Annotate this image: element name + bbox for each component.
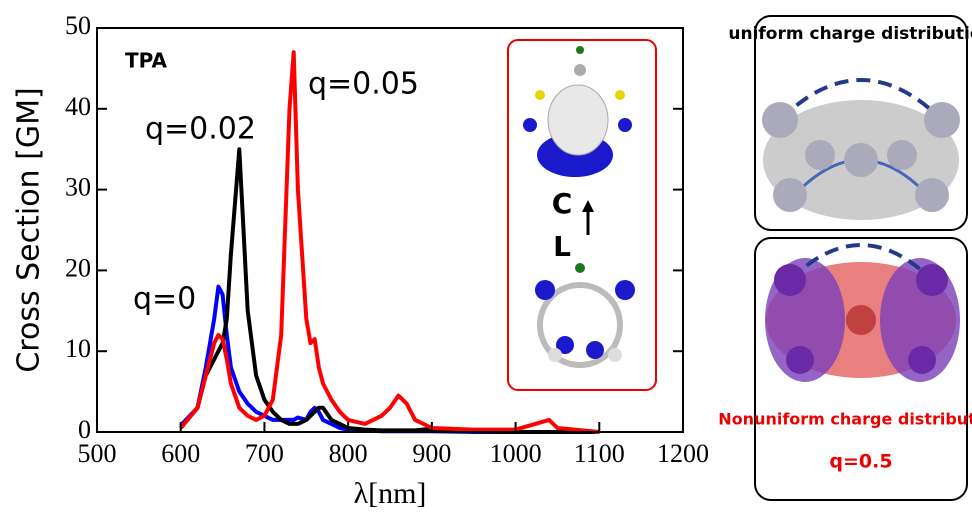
panel-uniform — [754, 15, 968, 231]
series-label: q=0.05 — [308, 67, 419, 102]
y-tick-label: 30 — [65, 173, 91, 202]
series-line — [179, 50, 600, 434]
y-tick-label: 0 — [78, 415, 91, 444]
panel-label: TPA — [125, 49, 167, 73]
y-tick-label: 20 — [65, 253, 91, 282]
series-label: q=0.02 — [145, 112, 256, 147]
panel-q: q=0.5 — [829, 451, 892, 473]
panel-title: uniform charge distribution — [728, 24, 972, 44]
y-axis-label: Cross Section [GM] — [12, 87, 47, 372]
x-tick-label: 800 — [329, 439, 368, 468]
panel-nonuniform — [754, 237, 968, 501]
plot-frame — [96, 27, 684, 433]
x-tick-label: 700 — [245, 439, 284, 468]
inset-label: L — [553, 230, 571, 263]
x-tick-label: 900 — [412, 439, 451, 468]
x-tick-label: 600 — [161, 439, 200, 468]
y-tick-label: 50 — [65, 11, 91, 40]
series-line — [179, 147, 600, 434]
y-tick-label: 40 — [65, 92, 91, 121]
panel-title: Nonuniform charge distribution — [718, 410, 972, 429]
inset-label: C — [552, 187, 573, 220]
x-tick-label: 1200 — [657, 439, 709, 468]
series-label: q=0 — [133, 282, 196, 317]
y-tick-label: 10 — [65, 334, 91, 363]
x-tick-label: 1000 — [490, 439, 542, 468]
x-tick-label: 1100 — [574, 439, 625, 468]
x-axis-label: λ[nm] — [354, 477, 427, 510]
x-tick-label: 500 — [78, 439, 117, 468]
inset — [507, 39, 657, 391]
